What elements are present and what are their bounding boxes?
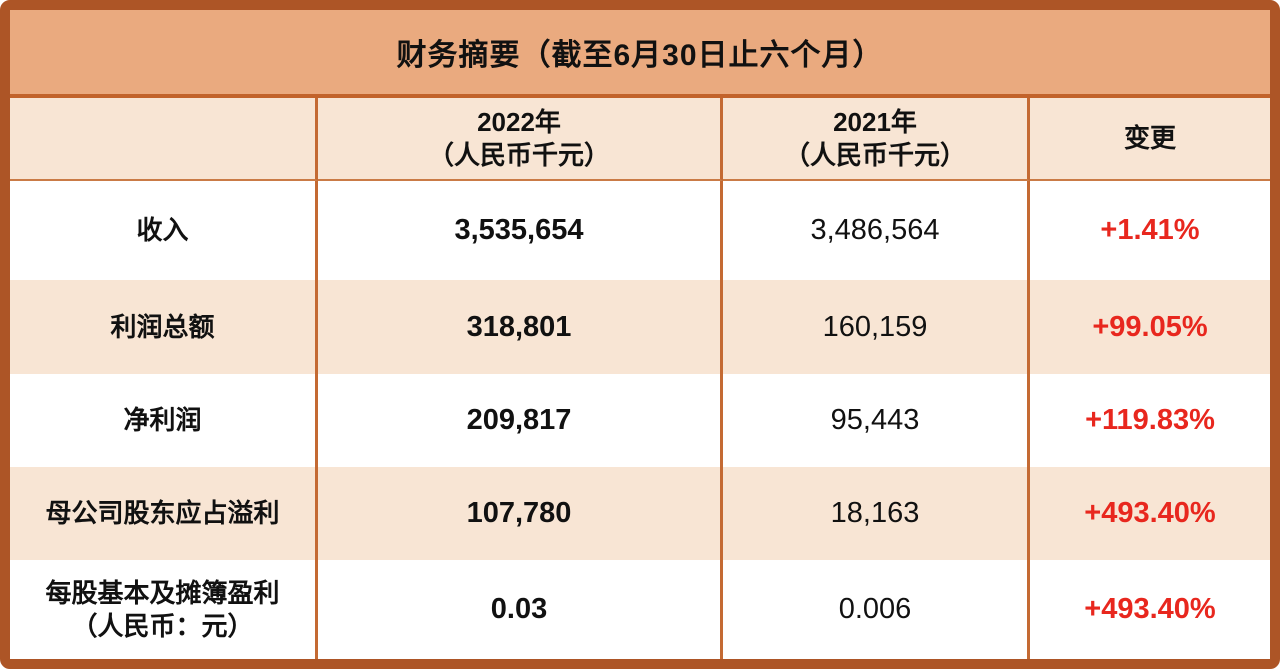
row-revenue-2022: 3,535,654 <box>318 181 723 280</box>
header-2021-unit: （人民币千元） <box>783 139 966 170</box>
header-2021-year: 2021年 <box>833 107 917 137</box>
row-total-profit-2022: 318,801 <box>318 280 723 374</box>
row-eps-change: +493.40% <box>1030 560 1270 659</box>
header-2021: 2021年 （人民币千元） <box>723 98 1030 181</box>
row-parent-profit-change: +493.40% <box>1030 467 1270 560</box>
row-parent-profit-2022: 107,780 <box>318 467 723 560</box>
header-2022: 2022年 （人民币千元） <box>318 98 723 181</box>
row-net-profit-change: +119.83% <box>1030 374 1270 467</box>
row-parent-profit-2021: 18,163 <box>723 467 1030 560</box>
financial-table: 2022年 （人民币千元） 2021年 （人民币千元） 变更 收入 3,535,… <box>10 98 1270 659</box>
header-2022-year: 2022年 <box>477 107 561 137</box>
row-revenue-change: +1.41% <box>1030 181 1270 280</box>
header-change-label: 变更 <box>1123 123 1176 154</box>
row-net-profit-2022: 209,817 <box>318 374 723 467</box>
header-empty-cell <box>10 98 318 181</box>
table-title-bar: 财务摘要（截至6月30日止六个月） <box>10 10 1270 98</box>
row-total-profit-label: 利润总额 <box>10 280 318 374</box>
row-total-profit-2021: 160,159 <box>723 280 1030 374</box>
row-eps-2022: 0.03 <box>318 560 723 659</box>
row-revenue-2021: 3,486,564 <box>723 181 1030 280</box>
header-change: 变更 <box>1030 98 1270 181</box>
row-eps-label-line1: 每股基本及摊簿盈利 <box>45 578 280 608</box>
row-eps-label: 每股基本及摊簿盈利 （人民币：元） <box>10 560 318 659</box>
row-total-profit-change: +99.05% <box>1030 280 1270 374</box>
row-parent-profit-label: 母公司股东应占溢利 <box>10 467 318 560</box>
row-eps-2021: 0.006 <box>723 560 1030 659</box>
row-eps-label-line2: （人民币：元） <box>71 610 254 641</box>
row-net-profit-2021: 95,443 <box>723 374 1030 467</box>
row-revenue-label: 收入 <box>10 181 318 280</box>
header-2022-unit: （人民币千元） <box>427 139 610 170</box>
row-net-profit-label: 净利润 <box>10 374 318 467</box>
table-title: 财务摘要（截至6月30日止六个月） <box>396 39 884 72</box>
